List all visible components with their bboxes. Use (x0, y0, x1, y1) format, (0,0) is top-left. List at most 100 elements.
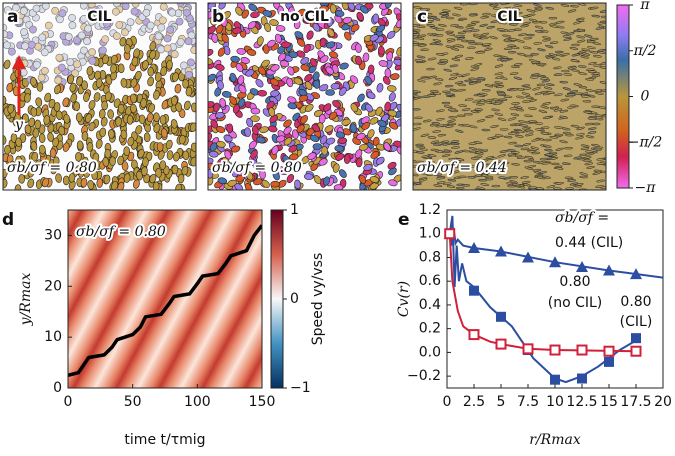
cell (312, 7, 320, 18)
cell (489, 35, 498, 40)
cell (445, 93, 454, 96)
cell (416, 55, 426, 59)
colorbar-tick-label: π/2 (633, 43, 657, 59)
cell (426, 173, 435, 176)
cell (63, 114, 71, 124)
cell (545, 55, 555, 59)
cell (508, 23, 518, 26)
cell (117, 63, 125, 74)
cell (88, 121, 96, 132)
cell (495, 75, 504, 79)
cell (442, 90, 451, 94)
y-tick-label: 30 (44, 227, 62, 243)
cell (68, 13, 76, 22)
cell (119, 36, 127, 47)
cell (542, 116, 552, 119)
cell (39, 144, 46, 155)
cell (458, 17, 468, 21)
cell (545, 6, 554, 10)
cell (73, 101, 81, 112)
cell (120, 78, 128, 88)
cell (131, 3, 140, 8)
marker (604, 356, 614, 367)
cell (232, 168, 240, 178)
cell (456, 36, 466, 41)
cell (591, 105, 600, 108)
cell (19, 7, 28, 15)
cell (245, 69, 255, 77)
cell (40, 48, 49, 57)
cell (448, 76, 458, 81)
cell (596, 179, 605, 183)
cell (430, 148, 440, 152)
cell (302, 12, 310, 23)
cell (236, 48, 247, 55)
cell (75, 112, 83, 123)
cell (530, 53, 539, 56)
cell (525, 129, 534, 133)
cell (587, 131, 597, 135)
cell (484, 47, 493, 51)
cell (577, 65, 587, 68)
cell (264, 22, 272, 33)
cell (416, 151, 425, 154)
cell (68, 21, 77, 30)
cell (413, 97, 419, 101)
cell (569, 182, 579, 186)
cell (261, 179, 270, 189)
cell (544, 148, 553, 152)
cell (382, 76, 391, 85)
cell (386, 30, 396, 39)
x-tick-label: 50 (124, 394, 142, 410)
y-tick-label: 0.6 (419, 273, 441, 289)
cell (24, 93, 31, 103)
cell (84, 24, 93, 33)
cell (476, 103, 485, 106)
cell (553, 66, 562, 70)
cell (580, 144, 590, 148)
cell (434, 34, 444, 37)
cell (523, 36, 533, 40)
cell (180, 61, 188, 70)
cell (443, 105, 453, 109)
cell (270, 64, 280, 72)
cell (55, 173, 62, 183)
cell (579, 175, 588, 179)
cell (485, 163, 494, 167)
cell (166, 150, 174, 160)
cell (221, 90, 232, 98)
cell (511, 7, 521, 11)
cell (517, 52, 526, 56)
cell (378, 45, 385, 56)
cell (4, 144, 11, 155)
x-tick-label: 100 (184, 394, 211, 410)
cell (479, 159, 489, 162)
cell (509, 180, 518, 184)
marker (522, 343, 534, 355)
colorbar-tick-label: 0 (641, 89, 650, 105)
cell (563, 154, 573, 158)
cell (325, 137, 336, 145)
cell (309, 134, 320, 142)
cell (520, 176, 529, 179)
cell (569, 90, 579, 94)
cell (3, 6, 12, 15)
cell (522, 87, 532, 90)
cell (549, 41, 559, 45)
cell (445, 30, 454, 34)
cell (355, 55, 362, 66)
cell (587, 46, 596, 49)
cell (445, 45, 455, 49)
cell (110, 63, 117, 74)
cell (250, 149, 258, 159)
cell (423, 13, 433, 16)
cell (450, 72, 459, 76)
cell (3, 168, 8, 179)
cell (498, 21, 507, 25)
cell (384, 101, 392, 112)
x-tick-label: 0 (64, 394, 73, 410)
cell (257, 66, 266, 76)
cell (211, 33, 219, 43)
cell (567, 9, 577, 13)
cell (461, 184, 471, 187)
